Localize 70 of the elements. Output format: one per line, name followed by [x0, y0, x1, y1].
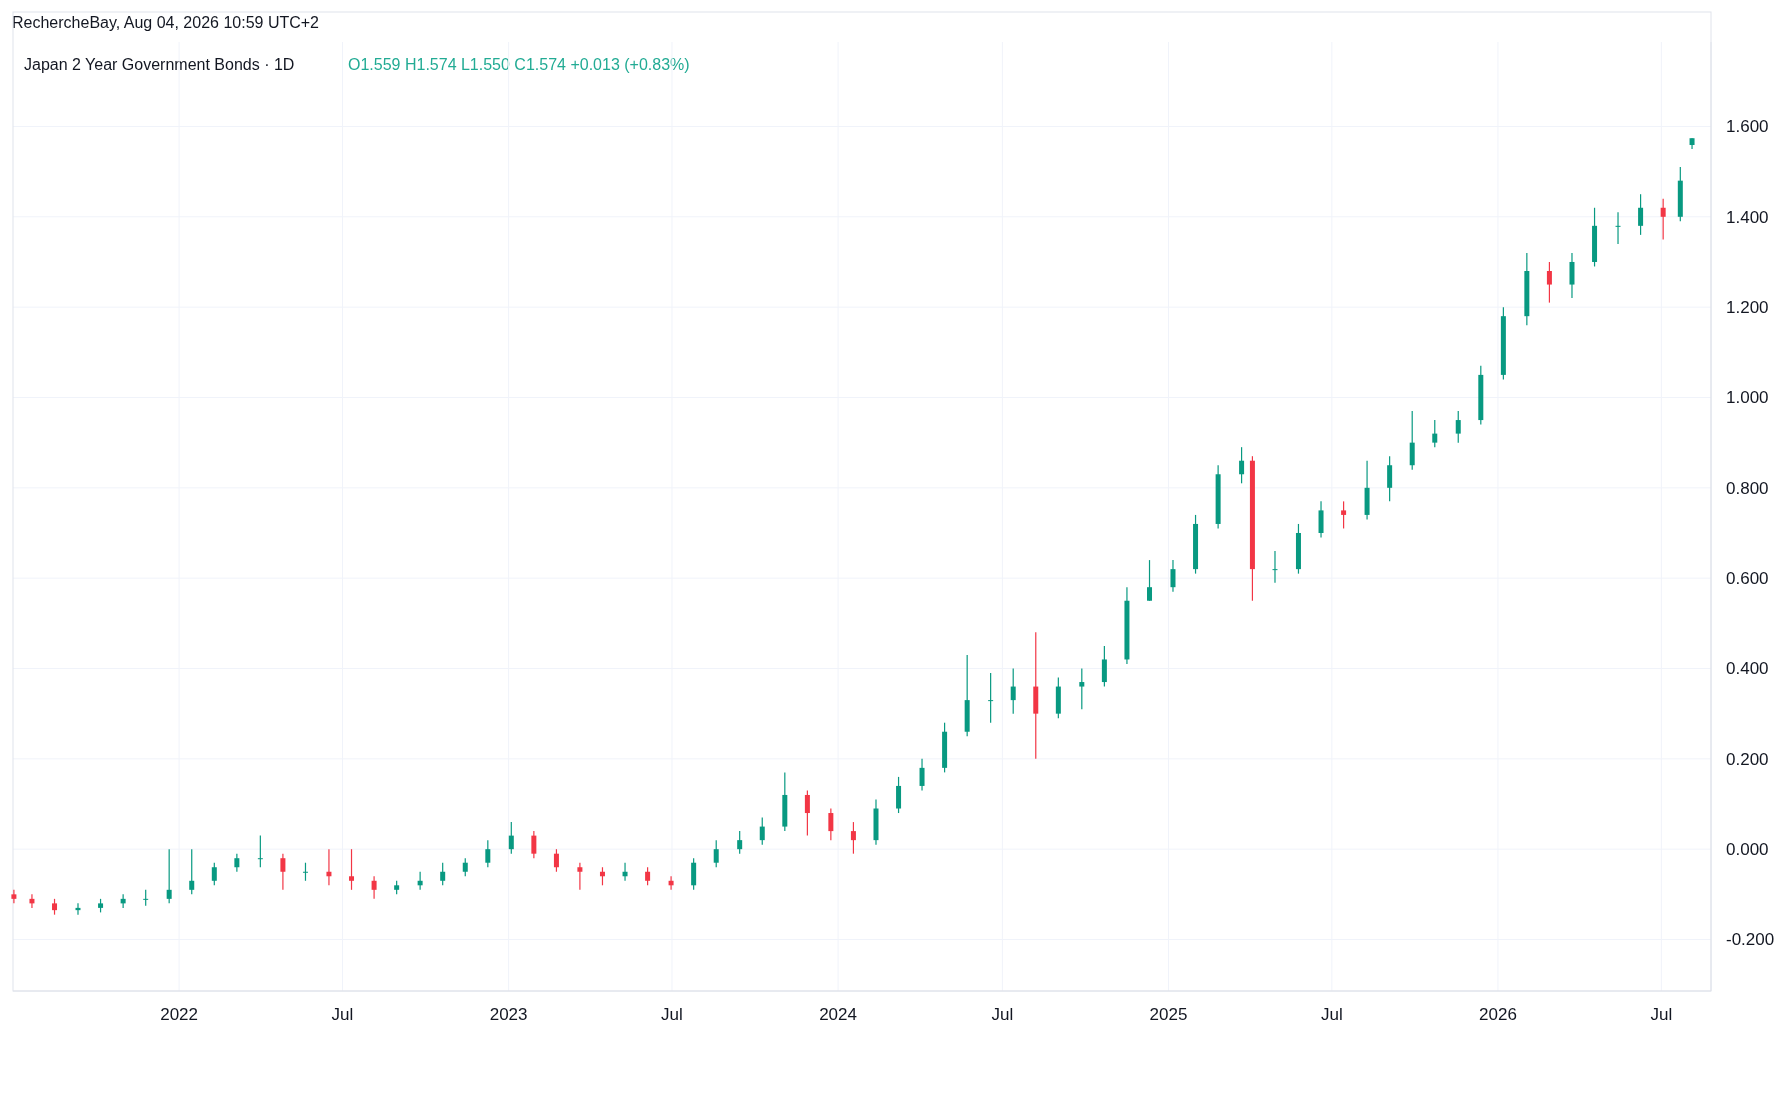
candlestick [1170, 559, 1176, 593]
candlestick [1147, 559, 1153, 602]
candlestick [189, 848, 195, 895]
y-tick-label: 1.600 [1726, 117, 1769, 137]
y-tick-label: 0.400 [1726, 659, 1769, 679]
x-tick-label: Jul [1650, 1005, 1673, 1024]
candlestick [1615, 211, 1621, 245]
candlestick [462, 857, 468, 877]
candlestick [1638, 193, 1644, 236]
candlestick [485, 839, 491, 868]
candlestick [1318, 500, 1324, 539]
x-tick-label: 2026 [1479, 1005, 1517, 1024]
candlestick [1409, 410, 1415, 471]
candlestick [1387, 455, 1393, 502]
candlestick [302, 862, 308, 882]
candlestick [1569, 252, 1575, 299]
candlestick [1272, 550, 1278, 584]
candlestick [759, 816, 765, 846]
y-tick-label: 0.800 [1726, 478, 1769, 498]
candlestick [896, 776, 902, 814]
candlestick [577, 862, 583, 891]
x-tick-label: Jul [331, 1005, 354, 1024]
x-tick-label: 2024 [819, 1005, 857, 1024]
candlestick [850, 821, 856, 855]
candlestick [919, 758, 925, 792]
candlestick [440, 862, 446, 886]
x-tick-label: Jul [991, 1005, 1014, 1024]
candlestick [11, 889, 17, 904]
candlestick [1010, 667, 1016, 715]
annotation: O1.559 H1.574 L1.550 C1.574 +0.013 (+0.83%) [348, 56, 690, 73]
x-tick-label: Jul [1320, 1005, 1343, 1024]
candlestick [1079, 667, 1085, 710]
candlestick [257, 835, 263, 868]
y-tick-label: 0.200 [1726, 749, 1769, 769]
candlestick [988, 672, 994, 724]
candlestick [1660, 198, 1666, 240]
y-tick-label: 1.000 [1726, 388, 1769, 408]
candlestick [280, 853, 286, 891]
candlestick [645, 866, 651, 886]
candlestick [371, 875, 377, 900]
candlestick [508, 821, 514, 855]
candlestick [234, 853, 240, 873]
candlestick [1341, 500, 1347, 530]
x-tick-label: Jul [661, 1005, 683, 1024]
candlestick [713, 839, 719, 868]
candlestick [804, 789, 810, 837]
y-tick-label: 0.000 [1726, 840, 1769, 860]
candlestick [166, 848, 172, 904]
candlestick [737, 830, 743, 855]
candlestick [1101, 645, 1107, 688]
x-tick-label: 2025 [1149, 1005, 1188, 1024]
candlestick [1546, 261, 1552, 304]
candlestick [1239, 446, 1245, 484]
text: RechercheBay, Aug 04, 2026 10:59 UTC+2 [12, 14, 320, 31]
y-tick-label: 0.600 [1726, 569, 1769, 589]
y-tick-label: 1.200 [1726, 298, 1769, 318]
x-tick-label: 2022 [160, 1005, 199, 1024]
text: Japan 2 Year Government Bonds · 1D [24, 56, 295, 73]
candlestick [531, 830, 537, 859]
x-tick-label: 2023 [489, 1005, 528, 1024]
candlestick [349, 848, 355, 891]
candlestick [1455, 410, 1461, 444]
y-tick-label: -0.200 [1726, 930, 1775, 950]
y-tick-label: 1.400 [1726, 207, 1769, 227]
candlestick [828, 807, 834, 841]
candlestick [691, 857, 697, 891]
candlestick [1432, 419, 1438, 448]
candlestick [75, 902, 81, 916]
candlestick [211, 862, 217, 886]
candlestick [553, 848, 559, 873]
